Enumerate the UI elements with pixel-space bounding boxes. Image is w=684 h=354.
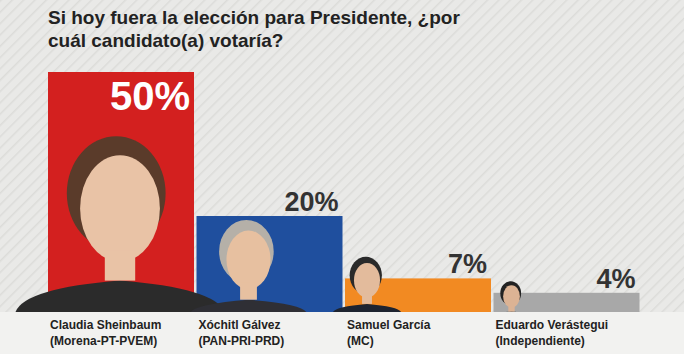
title-line: cuál candidato(a) votaría? [48, 30, 283, 51]
labels: 50% Claudia Sheinbaum (Morena-PT-PVEM) 20% X… [50, 74, 636, 348]
title-line: Si hoy fuera la elección para Presidente… [48, 7, 460, 28]
portrait-face [354, 263, 380, 298]
party-label: (PAN-PRI-PRD) [199, 334, 285, 348]
category-label: Claudia Sheinbaum [50, 318, 161, 332]
title: Si hoy fuera la elección para Presidente… [48, 7, 460, 51]
background [0, 0, 684, 354]
portrait-face [80, 155, 160, 261]
portrait-neck [508, 305, 514, 311]
category-label: Eduardo Verástegui [496, 318, 609, 332]
portrait-body [333, 304, 401, 312]
portrait [333, 257, 401, 312]
portraits [16, 136, 534, 312]
bar [48, 72, 194, 312]
chart: Si hoy fuera la elección para Presidente… [0, 0, 684, 354]
data-label: 7% [448, 249, 487, 279]
data-label: 20% [284, 187, 338, 217]
bars [48, 72, 640, 312]
portrait-neck [362, 294, 372, 304]
portrait-neck [105, 250, 135, 280]
portrait-body [191, 300, 307, 312]
party-label: (Morena-PT-PVEM) [50, 334, 157, 348]
party-label: (Independiente) [496, 334, 585, 348]
portrait [16, 136, 225, 312]
party-label: (MC) [347, 334, 374, 348]
category-label: Xóchitl Gálvez [199, 318, 281, 332]
portrait [490, 281, 534, 312]
portrait [191, 220, 307, 312]
bar [197, 216, 343, 312]
data-label: 4% [596, 264, 635, 294]
data-label: 50% [110, 74, 190, 118]
portrait-face [503, 285, 520, 307]
portrait-body [16, 281, 225, 312]
portrait-face [226, 230, 270, 289]
portrait-neck [240, 283, 257, 300]
category-label: Samuel García [347, 318, 431, 332]
label-band [0, 312, 684, 354]
